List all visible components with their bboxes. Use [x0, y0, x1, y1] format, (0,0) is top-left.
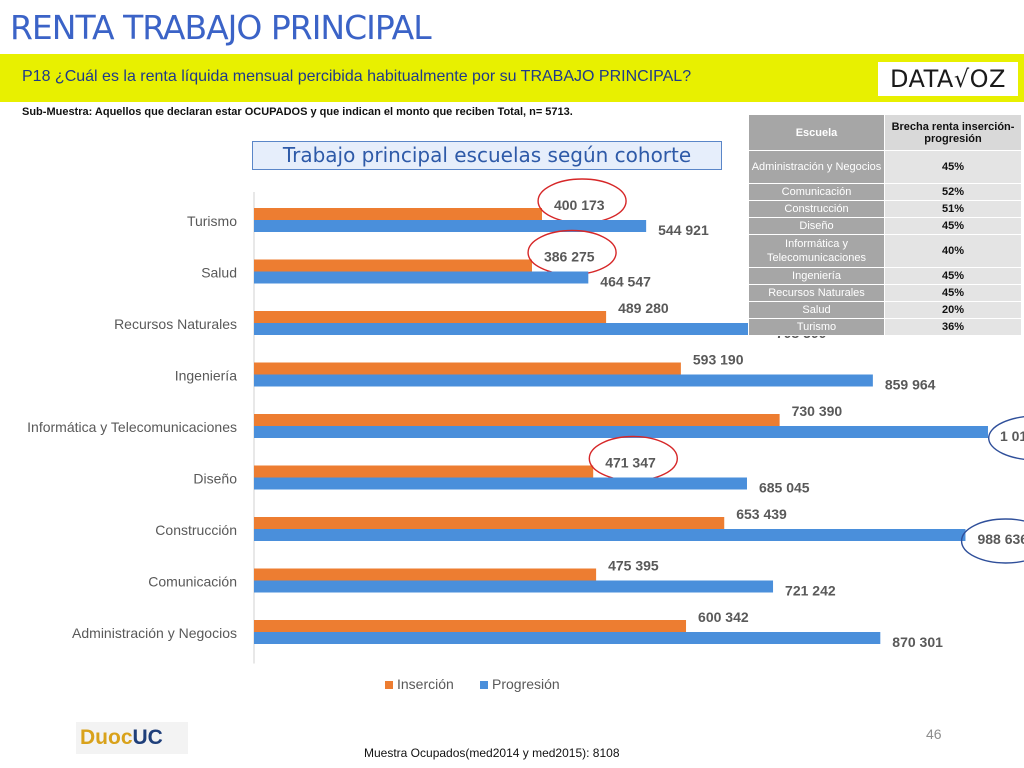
sample-note: Muestra Ocupados(med2014 y med2015): 810…	[364, 746, 620, 760]
bar-inserción	[254, 362, 681, 375]
gap-table-row: Administración y Negocios 45%	[748, 150, 1022, 184]
chart-title: Trabajo principal escuelas según cohorte	[252, 141, 722, 170]
bar-inserción	[254, 517, 725, 529]
highlight-circle	[960, 518, 1024, 564]
gap-table-school: Salud	[748, 301, 885, 319]
category-label: Ingeniería	[175, 368, 237, 384]
gap-table-row: Diseño 45%	[748, 217, 1022, 235]
category-label: Comunicación	[148, 574, 237, 590]
bar-progresión	[254, 374, 873, 387]
bar-inserción	[254, 259, 532, 272]
gap-table-value: 45%	[884, 267, 1022, 285]
category-label: Diseño	[193, 471, 237, 487]
page-number: 46	[926, 726, 942, 742]
legend-label: Inserción	[397, 676, 454, 692]
gap-table-row: Turismo 36%	[748, 318, 1022, 336]
category-label: Turismo	[187, 213, 237, 229]
data-label: 1 019 928	[1000, 428, 1024, 444]
data-label: 988 636	[977, 531, 1024, 547]
bar-inserción	[254, 208, 542, 220]
gap-table-school: Turismo	[748, 318, 885, 336]
duoc-uc-logo-text: DuocUC	[80, 726, 163, 749]
category-label: Recursos Naturales	[114, 316, 237, 332]
gap-table: Escuela Brecha renta inserción- progresi…	[748, 114, 1022, 336]
gap-table-header-school: Escuela	[748, 114, 885, 151]
data-label: 859 964	[885, 377, 936, 393]
category-label: Construcción	[155, 522, 237, 538]
gap-table-value: 45%	[884, 217, 1022, 235]
data-label: 489 280	[618, 300, 669, 316]
bar-progresión	[254, 323, 764, 335]
bar-inserción	[254, 311, 607, 323]
gap-table-school: Ingeniería	[748, 267, 885, 285]
data-label: 730 390	[792, 403, 843, 419]
gap-table-row: Comunicación 52%	[748, 183, 1022, 201]
data-label: 593 190	[693, 352, 744, 368]
duoc-uc-logo: DuocUC	[76, 722, 188, 754]
page-title: RENTA TRABAJO PRINCIPAL	[10, 8, 432, 47]
data-label: 685 045	[759, 480, 810, 496]
gap-table-value: 51%	[884, 200, 1022, 218]
gap-table-row: Ingeniería 45%	[748, 267, 1022, 285]
gap-table-header-gap: Brecha renta inserción- progresión	[884, 114, 1022, 151]
bar-inserción	[254, 465, 594, 478]
legend-swatch-inserción	[385, 681, 393, 689]
brand-logo: DATA√OZ	[878, 62, 1018, 96]
data-label: 475 395	[608, 558, 659, 574]
category-label: Salud	[201, 265, 237, 281]
question-banner: P18 ¿Cuál es la renta líquida mensual pe…	[0, 54, 1024, 102]
question-text: P18 ¿Cuál es la renta líquida mensual pe…	[22, 68, 692, 85]
data-label: 400 173	[554, 197, 605, 213]
category-label: Informática y Telecomunicaciones	[27, 419, 237, 435]
data-label: 721 242	[785, 583, 836, 599]
legend-label: Progresión	[492, 676, 560, 692]
gap-table-value: 45%	[884, 284, 1022, 302]
bar-progresión	[254, 632, 881, 644]
category-label: Administración y Negocios	[72, 625, 237, 641]
subsample-note: Sub-Muestra: Aquellos que declaran estar…	[22, 106, 573, 118]
data-label: 653 439	[736, 506, 787, 522]
bar-progresión	[254, 220, 647, 232]
gap-table-school: Recursos Naturales	[748, 284, 885, 302]
bar-progresión	[254, 529, 966, 541]
data-label: 544 921	[658, 222, 709, 238]
gap-table-value: 40%	[884, 234, 1022, 268]
bar-inserción	[254, 568, 597, 581]
gap-table-school: Administración y Negocios	[748, 150, 885, 184]
data-label: 870 301	[892, 634, 943, 650]
gap-table-value: 52%	[884, 183, 1022, 201]
bar-progresión	[254, 271, 589, 284]
legend-swatch-progresión	[480, 681, 488, 689]
gap-table-row: Informática y Telecomunicaciones 40%	[748, 234, 1022, 268]
bar-inserción	[254, 414, 780, 426]
gap-table-school: Construcción	[748, 200, 885, 218]
gap-table-school: Informática y Telecomunicaciones	[748, 234, 885, 268]
gap-table-header: Escuela Brecha renta inserción- progresi…	[748, 114, 1022, 151]
data-label: 600 342	[698, 609, 749, 625]
gap-table-row: Recursos Naturales 45%	[748, 284, 1022, 302]
gap-table-value: 36%	[884, 318, 1022, 336]
bar-inserción	[254, 620, 687, 632]
bar-progresión	[254, 426, 988, 438]
bar-progresión	[254, 477, 747, 490]
data-label: 386 275	[544, 249, 595, 265]
gap-table-value: 20%	[884, 301, 1022, 319]
highlight-circle	[987, 416, 1024, 460]
gap-table-value: 45%	[884, 150, 1022, 184]
gap-table-row: Construcción 51%	[748, 200, 1022, 218]
data-label: 471 347	[605, 455, 656, 471]
gap-table-school: Diseño	[748, 217, 885, 235]
data-label: 464 547	[600, 274, 651, 290]
bar-progresión	[254, 580, 774, 593]
gap-table-row: Salud 20%	[748, 301, 1022, 319]
brand-logo-text: DATA√OZ	[890, 65, 1006, 93]
gap-table-school: Comunicación	[748, 183, 885, 201]
